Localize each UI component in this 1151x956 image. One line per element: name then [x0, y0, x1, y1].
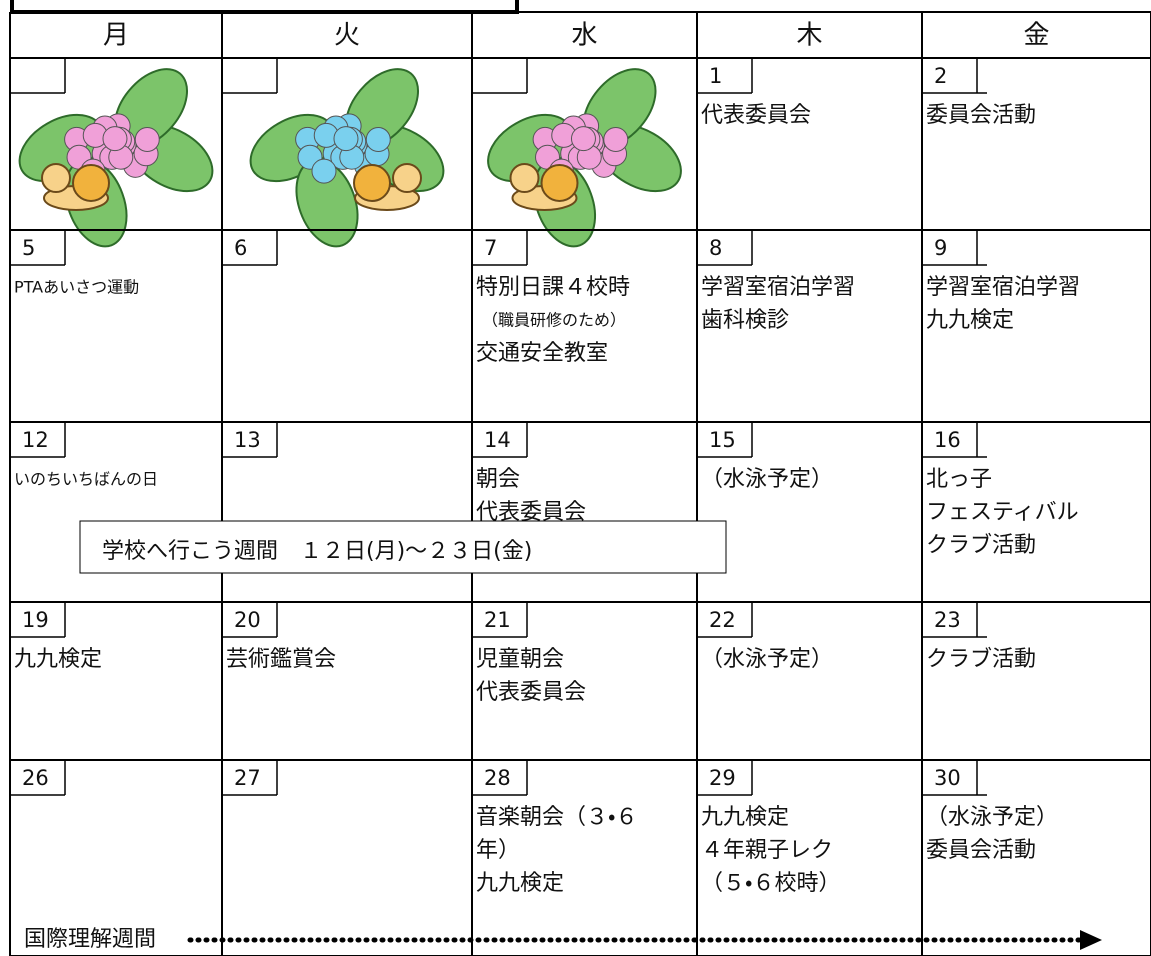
- date-number: 15: [709, 428, 736, 452]
- day-header: 月: [103, 21, 129, 51]
- event-text: 歯科検診: [701, 308, 789, 333]
- date-number: 14: [484, 428, 511, 452]
- date-number: 5: [22, 236, 35, 260]
- date-number: 27: [234, 766, 261, 790]
- event-text: 特別日課４校時: [476, 275, 630, 300]
- event-text: 児童朝会: [476, 647, 564, 672]
- arrow-head: [1080, 930, 1102, 950]
- snail-shell: [540, 164, 579, 202]
- banner-box: [79, 520, 727, 574]
- event-text: クラブ活動: [926, 533, 1036, 558]
- week-note: 国際理解週間: [24, 927, 156, 952]
- event-text: 代表委員会: [701, 103, 811, 128]
- date-number: 6: [234, 236, 247, 260]
- event-text: 学習室宿泊学習: [701, 275, 855, 300]
- event-text: 年）: [476, 838, 520, 863]
- event-text: 北っ子: [926, 467, 992, 492]
- event-text: 朝会: [476, 467, 520, 492]
- date-number: 2: [934, 64, 947, 88]
- day-header: 金: [1023, 21, 1049, 51]
- event-text: 学習室宿泊学習: [926, 275, 1080, 300]
- date-number: 28: [484, 766, 511, 790]
- date-number: 26: [22, 766, 49, 790]
- event-text: （職員研修のため）: [482, 311, 626, 330]
- day-header: 木: [796, 21, 822, 51]
- event-text: ４年親子レク: [701, 838, 833, 863]
- snail-head: [509, 163, 540, 193]
- date-number: 20: [234, 608, 261, 632]
- event-text: 音楽朝会（３・６: [476, 805, 637, 830]
- day-header: 火: [334, 21, 360, 51]
- date-number: 30: [934, 766, 961, 790]
- event-text: （水泳予定）: [701, 467, 833, 492]
- event-text: （５・６校時）: [701, 871, 840, 896]
- banner-text: 学校へ行こう週間 １２日(月)～２３日(金): [102, 539, 532, 564]
- event-text: いのちいちばんの日: [14, 470, 158, 489]
- event-text: 委員会活動: [926, 103, 1036, 128]
- event-text: （水泳予定）: [701, 647, 833, 672]
- event-text: 九九検定: [476, 871, 564, 896]
- date-number: 23: [934, 608, 961, 632]
- event-text: （水泳予定）: [926, 805, 1058, 830]
- date-number: 13: [234, 428, 261, 452]
- snail-shell: [353, 164, 391, 202]
- snail-shell: [72, 164, 110, 202]
- event-text: クラブ活動: [926, 647, 1036, 672]
- petal: [311, 158, 337, 184]
- date-number: 19: [22, 608, 49, 632]
- title-box: [10, 0, 519, 14]
- date-number: 9: [934, 236, 947, 260]
- hydrangea-image: [487, 68, 682, 248]
- event-text: 九九検定: [701, 805, 789, 830]
- date-number: 29: [709, 766, 736, 790]
- petal: [603, 127, 629, 153]
- petal: [333, 126, 359, 152]
- event-text: 交通安全教室: [476, 341, 608, 366]
- event-text: 九九検定: [926, 308, 1014, 333]
- date-number: 22: [709, 608, 736, 632]
- snail-head: [392, 163, 422, 193]
- petal: [102, 126, 128, 152]
- event-text: 代表委員会: [476, 680, 586, 705]
- petal: [134, 127, 160, 153]
- hydrangea-image: [18, 68, 214, 248]
- petal: [570, 126, 596, 152]
- date-number: 8: [709, 236, 722, 260]
- event-text: 九九検定: [14, 647, 102, 672]
- event-text: 芸術鑑賞会: [226, 647, 336, 672]
- date-number: 7: [484, 236, 497, 260]
- petal: [365, 127, 391, 153]
- event-text: 委員会活動: [926, 838, 1036, 863]
- snail-head: [41, 163, 71, 193]
- date-number: 16: [934, 428, 961, 452]
- day-header: 水: [571, 21, 597, 51]
- date-number: 21: [484, 608, 511, 632]
- hydrangea-image: [249, 68, 445, 248]
- event-text: フェスティバル: [926, 500, 1079, 525]
- event-text: PTAあいさつ運動: [14, 278, 139, 297]
- date-number: 1: [709, 64, 722, 88]
- date-number: 12: [22, 428, 49, 452]
